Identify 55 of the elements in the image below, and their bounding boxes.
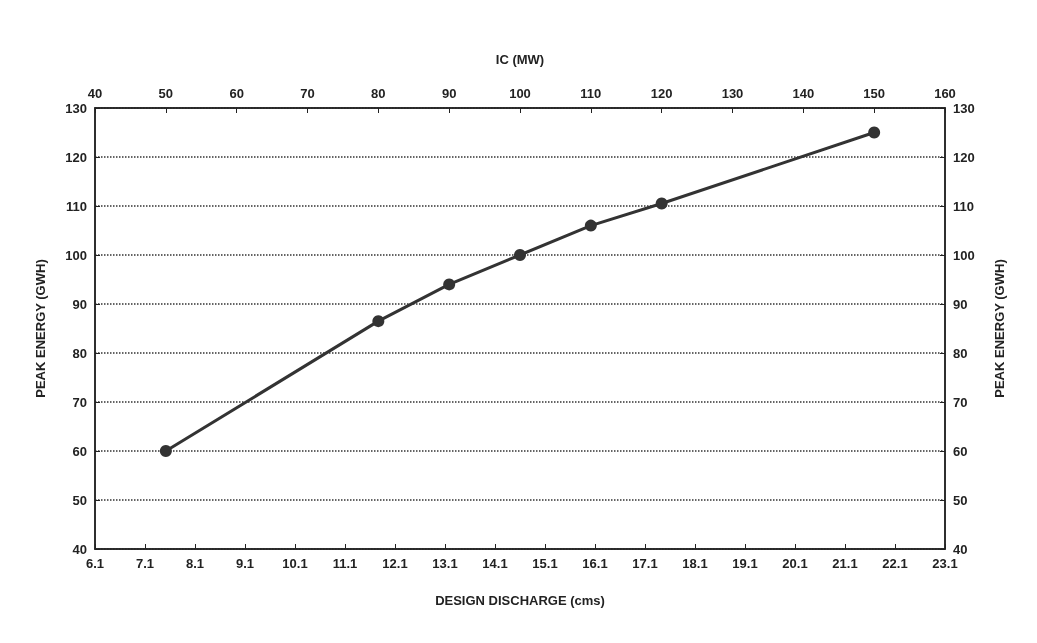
x-tick-label: 22.1 (882, 556, 908, 571)
y-tick-label: 40 (72, 541, 87, 557)
x-axis-title: DESIGN DISCHARGE (cms) (435, 593, 605, 608)
y-tick-label: 70 (72, 394, 87, 410)
x2-tick-label: 70 (300, 86, 315, 101)
x2-tick-label: 140 (792, 86, 815, 101)
y2-tick-label: 80 (953, 345, 968, 361)
x2-tick-label: 40 (87, 86, 103, 101)
y-tick-label: 50 (72, 492, 87, 508)
x2-tick-label: 100 (509, 86, 531, 101)
x2-tick-label: 160 (934, 86, 956, 101)
y2-tick-label: 120 (953, 149, 975, 165)
x-tick-label: 15.1 (532, 556, 558, 571)
x2-tick-label: 50 (158, 86, 174, 101)
x-tick-label: 16.1 (582, 556, 608, 571)
y2-tick-label: 40 (953, 541, 968, 557)
x-tick-label: 14.1 (482, 556, 508, 571)
x2-tick-label: 120 (650, 86, 673, 101)
x2-tick-label: 80 (371, 86, 386, 101)
y-tick-label: 110 (66, 198, 87, 214)
y-tick-label: 120 (65, 149, 87, 165)
y-tick-label: 80 (72, 345, 87, 361)
y2-tick-label: 100 (953, 247, 975, 263)
y2-tick-label: 60 (953, 443, 968, 459)
y2-tick-label: 70 (953, 394, 968, 410)
x-tick-label: 20.1 (782, 556, 808, 571)
y-tick-label: 60 (72, 443, 87, 459)
x2-axis-title: IC (MW) (495, 52, 545, 67)
x2-tick-label: 90 (441, 86, 457, 101)
x-tick-label: 6.1 (85, 556, 105, 571)
x-tick-label: 19.1 (732, 556, 758, 571)
y2-tick-label: 130 (953, 100, 975, 116)
x-tick-label: 10.1 (282, 556, 308, 571)
y-axis-title: PEAK ENERGY (GWH) (33, 259, 48, 398)
y-tick-label: 100 (65, 247, 87, 263)
x-tick-label: 9.1 (235, 556, 255, 571)
y-tick-label: 130 (65, 100, 87, 116)
x2-tick-label: 130 (721, 86, 744, 101)
x2-tick-label: 60 (229, 86, 244, 101)
x-tick-label: 11.1 (332, 556, 358, 571)
x-tick-label: 21.1 (832, 556, 858, 571)
y2-axis-title: PEAK ENERGY (GWH) (992, 259, 1007, 398)
x-tick-label: 17.1 (632, 556, 658, 571)
x-tick-label: 7.1 (135, 556, 155, 571)
y2-tick-label: 90 (953, 296, 968, 312)
y2-tick-label: 50 (953, 492, 968, 508)
x-tick-label: 13.1 (432, 556, 458, 571)
x2-tick-label: 150 (863, 86, 886, 101)
y-tick-label: 90 (72, 296, 87, 312)
x-tick-label: 8.1 (185, 556, 205, 571)
x-tick-label: 12.1 (382, 556, 408, 571)
x-tick-label: 18.1 (682, 556, 708, 571)
y2-tick-label: 110 (953, 198, 974, 214)
x-tick-label: 23.1 (932, 556, 958, 571)
x2-tick-label: 110 (580, 86, 602, 101)
